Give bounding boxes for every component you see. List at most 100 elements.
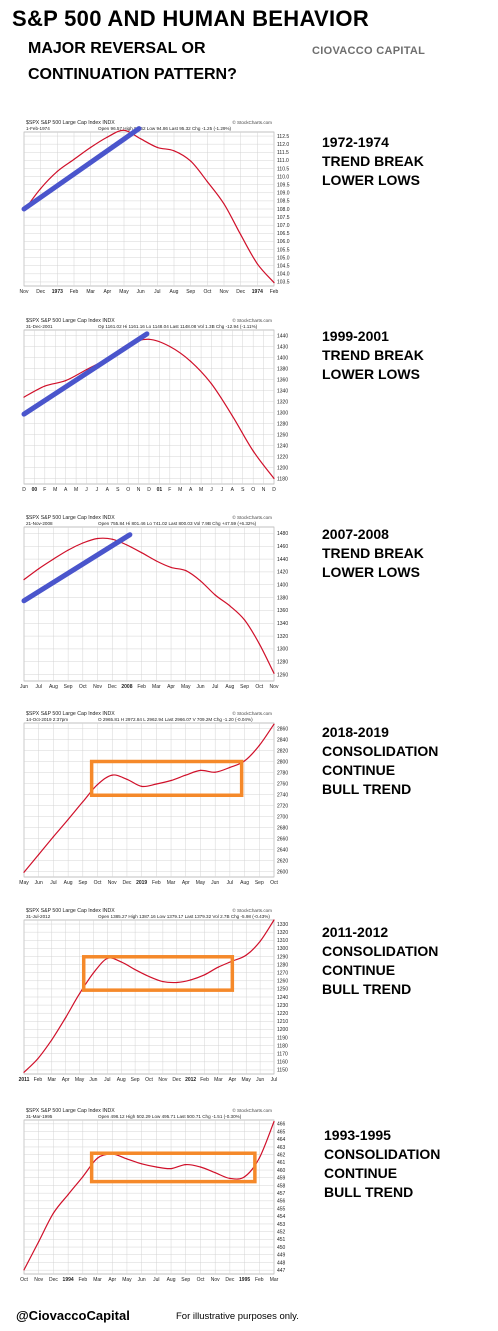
period-label-1993-1995: 1993-1995 CONSOLIDATION CONTINUE BULL TR…: [324, 1126, 440, 1202]
x-tick-label: Jun: [137, 289, 145, 295]
x-tick-label: Apr: [103, 289, 111, 295]
y-tick-label: 107.5: [277, 215, 290, 221]
consolidation-box: [81, 955, 235, 992]
y-tick-label: 105.0: [277, 255, 290, 261]
data-point: [258, 744, 260, 747]
footer-disclaimer: For illustrative purposes only.: [176, 1311, 299, 1322]
data-point: [96, 784, 99, 786]
y-tick-label: 110.5: [277, 166, 289, 172]
y-tick-label: 2840: [277, 737, 288, 743]
data-point: [140, 138, 142, 140]
data-point: [111, 538, 113, 540]
x-tick-label: J: [210, 487, 213, 493]
data-point: [204, 974, 206, 976]
data-point: [96, 537, 99, 540]
chart-svg: $SPX S&P 500 Large Cap Index INDX14-Oct-…: [19, 710, 288, 886]
y-tick-label: 2700: [277, 814, 288, 820]
y-tick-label: 463: [277, 1145, 286, 1151]
x-tick-label: Mar: [47, 1077, 56, 1083]
data-point: [214, 1172, 216, 1174]
x-tick-label: Jul: [227, 880, 233, 886]
y-tick-label: 449: [277, 1253, 286, 1259]
y-tick-label: 2780: [277, 770, 288, 776]
x-tick-label: Jun: [35, 880, 43, 886]
x-tick-label: Sep: [131, 1077, 140, 1083]
x-tick-label: J: [85, 487, 88, 493]
x-tick-label: Jul: [212, 684, 218, 690]
x-tick-label: 1973: [52, 289, 63, 295]
chart-panel-2007-2008: $SPX S&P 500 Large Cap Index INDX 21-Nov-…: [20, 514, 294, 693]
x-tick-label: Dec: [108, 684, 117, 690]
x-tick-label: Nov: [158, 1077, 167, 1083]
y-tick-label: 1220: [277, 454, 288, 460]
x-tick-label: N: [262, 487, 266, 493]
y-tick-label: 1440: [277, 333, 288, 339]
x-tick-label: Oct: [20, 1277, 28, 1283]
data-point: [229, 605, 231, 607]
x-tick-label: Nov: [20, 289, 29, 295]
y-tick-label: 459: [277, 1176, 286, 1182]
y-tick-label: 1250: [277, 987, 288, 993]
y-tick-label: 105.5: [277, 247, 290, 253]
y-tick-label: 2640: [277, 847, 288, 853]
x-tick-label: 01: [157, 487, 163, 493]
y-tick-label: 106.0: [277, 239, 290, 245]
y-tick-label: 109.0: [277, 191, 290, 197]
data-point: [273, 672, 275, 674]
y-tick-label: 461: [277, 1160, 286, 1166]
data-point: [185, 570, 187, 572]
data-point: [148, 338, 150, 340]
x-tick-label: Sep: [181, 1277, 190, 1283]
x-tick-label: Nov: [211, 1277, 220, 1283]
data-point: [37, 1058, 39, 1060]
x-tick-label: Apr: [228, 1077, 236, 1083]
data-point: [273, 919, 275, 921]
x-tick-label: May: [19, 880, 29, 886]
y-tick-label: 1360: [277, 608, 288, 614]
x-tick-label: Sep: [64, 684, 73, 690]
data-point: [185, 1164, 187, 1166]
period-label-1999-2001: 1999-2001 TREND BREAK LOWER LOWS: [322, 327, 424, 384]
x-tick-label: M: [53, 487, 57, 493]
y-tick-label: 1170: [277, 1052, 288, 1058]
footer-handle: @CiovaccoCapital: [16, 1308, 130, 1323]
x-tick-label: Oct: [203, 289, 211, 295]
data-point: [214, 594, 216, 596]
x-tick-label: A: [189, 487, 193, 493]
period-label-2007-2008: 2007-2008 TREND BREAK LOWER LOWS: [322, 525, 424, 582]
chart-header-title: $SPX S&P 500 Large Cap Index INDX: [26, 908, 115, 914]
y-tick-label: 2820: [277, 748, 288, 754]
y-tick-label: 1420: [277, 570, 288, 576]
data-point: [111, 774, 113, 776]
data-point: [40, 187, 42, 190]
data-point: [259, 940, 261, 942]
y-tick-label: 462: [277, 1152, 286, 1158]
chart-svg: $SPX S&P 500 Large Cap Index INDX31-Jul-…: [19, 907, 289, 1083]
data-point: [82, 542, 84, 544]
y-tick-label: 1430: [277, 344, 288, 350]
chart-panel-2011-2012: $SPX S&P 500 Large Cap Index INDX 31-Jul-…: [19, 907, 294, 1086]
y-tick-label: 1280: [277, 660, 288, 666]
data-point: [244, 760, 246, 762]
y-tick-label: 1340: [277, 388, 288, 394]
y-tick-label: 1280: [277, 421, 288, 427]
x-tick-label: Mar: [167, 880, 176, 886]
x-tick-label: Aug: [225, 684, 234, 690]
x-tick-label: Feb: [34, 1077, 43, 1083]
x-tick-label: May: [196, 880, 206, 886]
x-tick-label: May: [181, 684, 191, 690]
x-tick-label: Aug: [240, 880, 249, 886]
data-point: [190, 160, 192, 162]
consolidation-box: [89, 759, 244, 798]
x-tick-label: Sep: [255, 880, 264, 886]
x-tick-label: J: [96, 487, 99, 493]
y-tick-label: 1360: [277, 377, 288, 383]
y-tick-label: 2740: [277, 792, 288, 798]
chart-watermark: © StockCharts.com: [232, 514, 272, 520]
period-label-line: BULL TREND: [324, 1184, 414, 1200]
chart-header-ohlc: Open 1385.27 High 1387.16 Low 1379.17 La…: [98, 914, 270, 919]
data-point: [65, 1016, 67, 1019]
period-label-line: LOWER LOWS: [322, 564, 420, 580]
chart-header-title: $SPX S&P 500 Large Cap Index INDX: [26, 318, 115, 324]
period-label-line: 1972-1974: [322, 134, 389, 150]
